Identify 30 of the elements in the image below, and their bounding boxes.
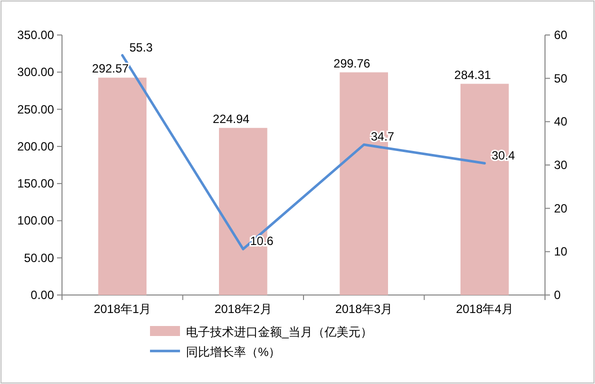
y-tick-label: 250.00 bbox=[17, 102, 54, 116]
y-tick-label: 0.00 bbox=[30, 288, 54, 302]
data-label: 284.31 bbox=[454, 68, 492, 82]
y2-tick-label: 30 bbox=[554, 158, 568, 172]
x-tick-label: 2018年4月 bbox=[456, 302, 514, 316]
y-tick-label: 300.00 bbox=[17, 65, 54, 80]
y2-tick-label: 20 bbox=[554, 201, 568, 216]
y-tick-label: 350.00 bbox=[17, 28, 54, 42]
y2-tick-label: 60 bbox=[554, 28, 568, 42]
y-tick-label: 50.00 bbox=[24, 250, 54, 265]
y2-tick-label: 10 bbox=[554, 244, 568, 259]
data-label: 292.57 bbox=[92, 62, 130, 76]
y-tick-label: 100.00 bbox=[17, 214, 54, 228]
data-label: 30.4 bbox=[492, 148, 516, 162]
data-label: 34.7 bbox=[370, 130, 395, 144]
y-tick-label: 200.00 bbox=[17, 139, 54, 154]
bar bbox=[98, 78, 147, 295]
y2-tick-label: 40 bbox=[554, 114, 568, 129]
y-tick-label: 150.00 bbox=[17, 176, 54, 191]
x-tick-label: 2018年2月 bbox=[214, 302, 272, 316]
legend-label: 电子技术进口金额_当月（亿美元） bbox=[186, 325, 373, 339]
x-tick-label: 2018年3月 bbox=[335, 302, 393, 316]
legend-label: 同比增长率（%） bbox=[186, 345, 281, 359]
y2-tick-label: 0 bbox=[554, 288, 561, 302]
x-tick-label: 2018年1月 bbox=[94, 302, 152, 316]
y2-tick-label: 50 bbox=[554, 71, 568, 86]
data-label: 299.76 bbox=[334, 56, 371, 70]
data-label: 224.94 bbox=[212, 112, 250, 126]
data-label: 55.3 bbox=[129, 40, 154, 54]
data-label: 10.6 bbox=[250, 234, 274, 248]
